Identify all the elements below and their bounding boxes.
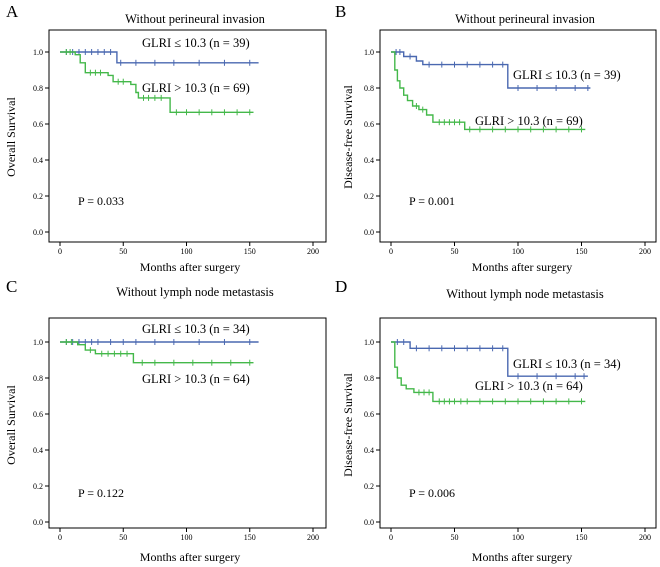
y-axis-label: Disease-free Survival	[341, 85, 355, 189]
y-tick-label: 1.0	[364, 338, 374, 347]
km-curve-high-glri	[391, 341, 586, 403]
x-tick-label: 200	[307, 247, 319, 256]
x-tick-label: 50	[451, 533, 459, 542]
km-curve-low-glri	[391, 341, 588, 377]
y-tick-label: 0.8	[364, 84, 374, 93]
x-tick-label: 200	[307, 533, 319, 542]
series-annotation: GLRI ≤ 10.3 (n = 34)	[142, 322, 250, 336]
y-tick-label: 0.0	[33, 518, 43, 527]
x-tick-label: 200	[639, 247, 651, 256]
y-tick-label: 0.4	[33, 446, 43, 455]
panel-c: C Without lymph node metastasis 0.0 0.2 0.4 0…	[4, 277, 327, 564]
km-curve-high-glri	[60, 341, 254, 364]
y-tick-label: 0.4	[364, 156, 374, 165]
series-annotation: GLRI > 10.3 (n = 69)	[142, 81, 250, 95]
y-tick-label: 0.4	[33, 156, 43, 165]
series-annotation: GLRI > 10.3 (n = 64)	[475, 379, 583, 393]
p-value: P = 0.006	[409, 486, 455, 500]
x-tick-label: 150	[244, 533, 256, 542]
y-axis-label: Overall Survival	[4, 385, 18, 465]
x-tick-label: 150	[576, 247, 588, 256]
x-tick-label: 50	[451, 247, 459, 256]
y-tick-label: 0.6	[33, 120, 43, 129]
y-tick-label: 0.4	[364, 446, 374, 455]
x-tick-label: 50	[119, 533, 127, 542]
panel-label: B	[335, 2, 346, 21]
km-curve-low-glri	[391, 51, 591, 89]
y-axis-label: Overall Survival	[4, 97, 18, 177]
x-tick-label: 100	[181, 533, 193, 542]
panel-b: B Without perineural invasion 0.0 0.2 0.4 0.6…	[335, 2, 657, 274]
panel-a: A Without perineural invasion 0.0 0.2 0.4 0.6…	[4, 2, 327, 274]
panel-title: Without lymph node metastasis	[116, 285, 274, 299]
y-tick-label: 1.0	[364, 48, 374, 57]
x-tick-label: 100	[512, 247, 524, 256]
plot-frame	[379, 29, 657, 243]
km-curve-low-glri	[60, 51, 259, 64]
panel-label: C	[6, 277, 17, 296]
series-annotation: GLRI ≤ 10.3 (n = 39)	[513, 68, 621, 82]
panel-label: A	[6, 2, 19, 21]
x-tick-label: 200	[639, 533, 651, 542]
panel-title: Without perineural invasion	[125, 12, 265, 26]
p-value: P = 0.001	[409, 194, 455, 208]
panel-label: D	[335, 277, 347, 296]
p-value: P = 0.122	[78, 486, 124, 500]
series-annotation: GLRI > 10.3 (n = 69)	[475, 114, 583, 128]
x-axis-label: Months after surgery	[140, 550, 240, 564]
y-tick-label: 0.0	[364, 518, 374, 527]
km-curve-high-glri	[391, 51, 586, 131]
y-tick-label: 1.0	[33, 48, 43, 57]
p-value: P = 0.033	[78, 194, 124, 208]
y-tick-label: 0.6	[33, 410, 43, 419]
x-tick-label: 0	[58, 533, 62, 542]
plot-frame	[48, 29, 327, 243]
y-tick-label: 0.0	[364, 228, 374, 237]
y-tick-label: 0.2	[364, 192, 374, 201]
y-tick-label: 0.0	[33, 228, 43, 237]
y-tick-label: 0.8	[33, 374, 43, 383]
panel-d: D Without lymph node metastasis 0.0 0.2 0.4 0…	[335, 277, 657, 564]
y-tick-label: 0.6	[364, 410, 374, 419]
y-tick-label: 0.8	[33, 84, 43, 93]
y-tick-label: 0.2	[364, 482, 374, 491]
x-tick-label: 50	[119, 247, 127, 256]
y-tick-label: 0.8	[364, 374, 374, 383]
x-tick-label: 150	[244, 247, 256, 256]
x-tick-label: 0	[58, 247, 62, 256]
y-tick-label: 0.6	[364, 120, 374, 129]
x-tick-label: 0	[389, 247, 393, 256]
series-annotation: GLRI ≤ 10.3 (n = 39)	[142, 36, 250, 50]
series-annotation: GLRI > 10.3 (n = 64)	[142, 372, 250, 386]
x-tick-label: 100	[181, 247, 193, 256]
x-tick-label: 100	[512, 533, 524, 542]
x-tick-label: 150	[576, 533, 588, 542]
y-tick-label: 0.2	[33, 482, 43, 491]
y-axis-label: Disease-free Survival	[341, 373, 355, 477]
x-axis-label: Months after surgery	[140, 260, 240, 274]
y-tick-label: 1.0	[33, 338, 43, 347]
plot-frame	[48, 317, 327, 529]
x-axis-label: Months after surgery	[472, 550, 572, 564]
km-curve-high-glri	[60, 51, 254, 114]
x-tick-label: 0	[389, 533, 393, 542]
panel-title: Without lymph node metastasis	[446, 287, 604, 301]
panel-title: Without perineural invasion	[455, 12, 595, 26]
x-axis-label: Months after surgery	[472, 260, 572, 274]
y-tick-label: 0.2	[33, 192, 43, 201]
series-annotation: GLRI ≤ 10.3 (n = 34)	[513, 357, 621, 371]
